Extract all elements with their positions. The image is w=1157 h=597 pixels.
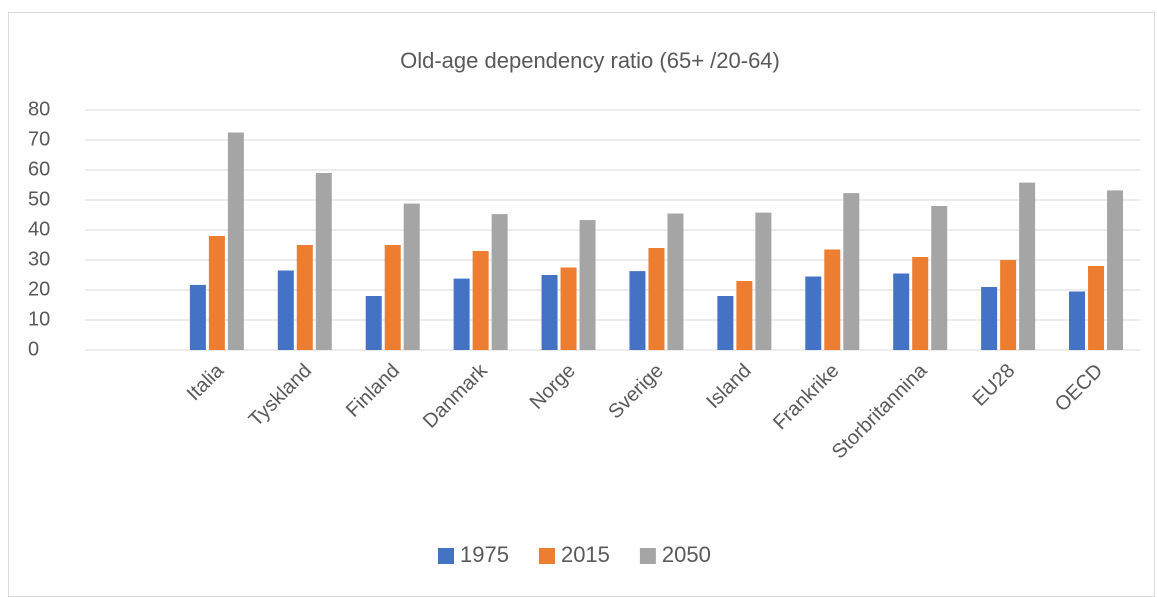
bar [208,236,225,350]
bar [384,245,401,350]
legend-swatch [438,548,454,564]
y-tick-label: 10 [28,308,50,330]
y-tick-label: 80 [28,98,50,120]
bar [227,132,244,350]
bar [453,278,470,350]
bar [560,267,577,350]
bar [579,220,596,350]
legend-swatch [639,548,656,564]
bar [1107,190,1124,350]
bar [805,276,822,350]
y-tick-label: 30 [28,248,50,270]
bar [736,281,753,350]
bar [981,287,998,350]
y-tick-label: 50 [28,188,50,210]
bar [648,248,665,350]
bar [403,203,420,350]
bar [1088,266,1105,350]
bar [755,212,772,350]
bar [843,193,860,350]
bar [893,273,910,350]
bar [912,257,929,350]
y-tick-label: 70 [28,128,50,150]
bar [491,214,508,350]
bar [1000,260,1017,350]
bar [277,270,294,350]
bar [189,284,206,350]
y-tick-label: 60 [28,158,50,180]
bar [296,245,313,350]
bar [1069,291,1086,350]
bar [717,296,734,350]
bar [629,271,646,350]
bar [931,206,948,350]
legend-label: 2050 [662,542,711,567]
legend-label: 1975 [460,542,509,567]
legend-swatch [538,548,555,564]
y-tick-label: 20 [28,278,50,300]
bar [824,249,841,350]
bar [365,296,382,350]
legend-label: 2015 [561,542,610,567]
bar [541,275,558,350]
y-tick-label: 40 [28,218,50,240]
bar [472,251,489,350]
y-tick-label: 0 [28,338,39,360]
chart-title: Old-age dependency ratio (65+ /20-64) [400,48,780,73]
bar [1019,182,1036,350]
bar [315,173,332,350]
bar [667,213,684,350]
